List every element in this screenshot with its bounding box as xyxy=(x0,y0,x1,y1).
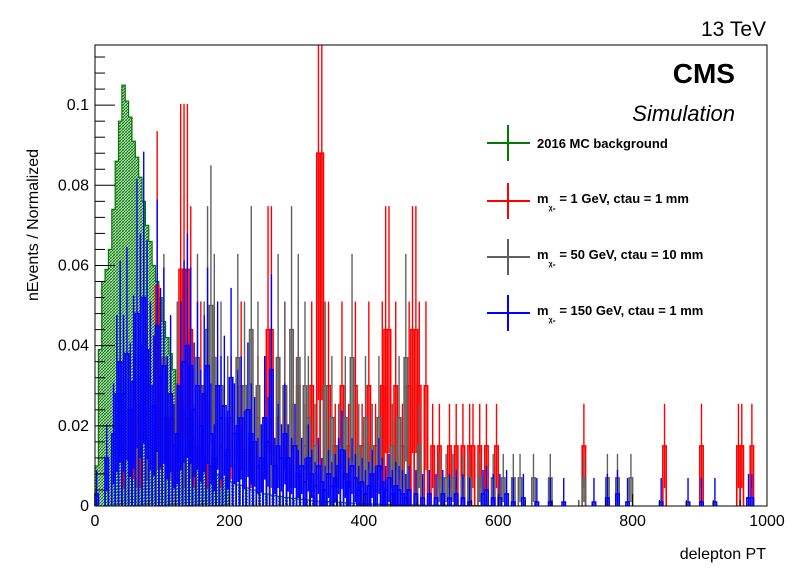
bg-bar xyxy=(226,479,230,506)
legend-label-signal-150gev: mχ₂ = 150 GeV, ctau = 1 mm xyxy=(537,303,703,324)
bg-bar xyxy=(215,473,220,506)
bg-bar xyxy=(105,269,109,506)
legend-label-background: 2016 MC background xyxy=(537,136,668,151)
y-tick-label: 0 xyxy=(80,498,89,515)
bg-bar xyxy=(128,117,132,506)
y-axis: 0 0.02 0.04 0.06 0.08 0.1 xyxy=(58,56,115,515)
y-tick-label: 0.1 xyxy=(67,97,89,114)
bg-bar xyxy=(98,349,102,506)
y-tick-label: 0.04 xyxy=(58,338,89,355)
y-tick-label: 0.06 xyxy=(58,257,89,274)
legend-entry-background: 2016 MC background xyxy=(487,125,668,161)
legend: 2016 MC background mχ₂ = 1 GeV, ctau = 1… xyxy=(487,125,703,331)
x-axis-title: delepton PT xyxy=(680,546,767,563)
x-tick-label: 600 xyxy=(485,513,512,530)
energy-label: 13 TeV xyxy=(701,18,766,41)
series-signal-3 xyxy=(94,151,755,506)
x-tick-label: 200 xyxy=(216,513,243,530)
bg-bar xyxy=(219,475,223,506)
y-axis-title: nEvents / Normalized xyxy=(25,149,42,301)
bg-bar xyxy=(195,445,200,506)
y-tick-label: 0.02 xyxy=(58,418,89,435)
legend-entry-signal-50gev: mχ₂ = 50 GeV, ctau = 10 mm xyxy=(487,239,703,275)
cms-label: CMS xyxy=(673,58,735,89)
x-tick-label: 800 xyxy=(619,513,646,530)
bg-bar xyxy=(202,457,206,506)
bg-bar xyxy=(185,417,190,506)
bg-bar xyxy=(108,249,112,506)
x-tick-label: 400 xyxy=(350,513,377,530)
series-layer xyxy=(94,45,755,507)
plot-frame xyxy=(94,44,768,507)
legend-entry-signal-1gev: mχ₂ = 1 GeV, ctau = 1 mm xyxy=(487,183,689,219)
bg-bar xyxy=(222,477,227,506)
legend-entry-signal-150gev: mχ₂ = 150 GeV, ctau = 1 mm xyxy=(487,295,703,331)
simulation-label: Simulation xyxy=(632,101,735,126)
legend-label-signal-1gev: mχ₂ = 1 GeV, ctau = 1 mm xyxy=(537,191,689,212)
y-tick-label: 0.08 xyxy=(58,177,89,194)
bg-bar xyxy=(111,209,116,507)
bg-bar xyxy=(209,465,213,506)
legend-label-signal-50gev: mχ₂ = 50 GeV, ctau = 10 mm xyxy=(537,247,703,268)
x-tick-label: 1000 xyxy=(749,513,785,530)
x-axis: 0 200 400 600 800 1000 xyxy=(91,494,785,530)
bg-bar xyxy=(121,85,126,506)
x-tick-label: 0 xyxy=(91,513,100,530)
